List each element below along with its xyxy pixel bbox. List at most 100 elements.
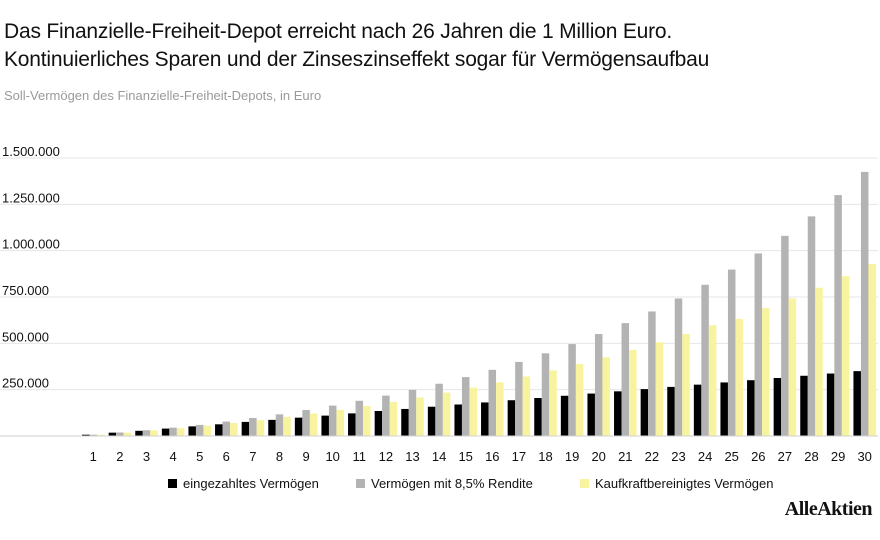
x-tick-label: 22 (645, 449, 659, 464)
bar-eingezahlt (747, 380, 755, 436)
bar-kaufkraft (283, 416, 291, 436)
bar-kaufkraft (868, 264, 876, 436)
bar-rendite (648, 311, 656, 436)
bar-rendite (488, 369, 497, 436)
x-tick-label: 1 (90, 449, 97, 464)
bar-rendite (860, 171, 869, 436)
bar-rendite (408, 389, 417, 436)
bar-eingezahlt (800, 375, 808, 436)
bar-kaufkraft (256, 420, 265, 436)
bar-eingezahlt (294, 417, 303, 436)
bar-rendite (621, 323, 630, 436)
bar-kaufkraft (123, 432, 132, 436)
bar-rendite (382, 395, 390, 436)
y-tick-label: 500.000 (2, 329, 49, 344)
bar-kaufkraft (469, 387, 477, 436)
bar-eingezahlt (507, 400, 516, 436)
x-tick-label: 4 (169, 449, 176, 464)
bar-rendite (195, 424, 204, 436)
bar-rendite (249, 418, 257, 436)
bar-rendite (116, 432, 124, 436)
x-tick-label: 17 (512, 449, 526, 464)
x-tick-label: 11 (353, 449, 367, 464)
bar-rendite (169, 427, 177, 436)
x-tick-label: 6 (223, 449, 230, 464)
y-tick-label: 750.000 (2, 283, 49, 298)
x-tick-label: 10 (325, 449, 339, 464)
bar-kaufkraft (363, 405, 371, 436)
bar-rendite (461, 377, 470, 436)
legend-item-kaufkraft: Kaufkraftbereinigtes Vermögen (580, 476, 774, 491)
bar-rendite (594, 334, 603, 436)
y-tick-label: 250.000 (2, 376, 49, 391)
bar-eingezahlt (427, 406, 436, 436)
bar-eingezahlt (720, 382, 728, 436)
bar-kaufkraft (97, 434, 105, 436)
chart-subtitle: Soll-Vermögen des Finanzielle-Freiheit-D… (4, 88, 322, 103)
bar-rendite (727, 269, 736, 436)
x-tick-label: 30 (857, 449, 871, 464)
y-axis-ticks: 1.500.000 1.250.000 1.000.000 750.000 500.00… (2, 144, 60, 391)
bar-rendite (807, 216, 816, 436)
legend-label: Kaufkraftbereinigtes Vermögen (595, 476, 774, 491)
gridlines (0, 157, 878, 391)
x-tick-label: 23 (671, 449, 685, 464)
x-tick-label: 27 (778, 449, 792, 464)
bar-eingezahlt (401, 408, 409, 436)
legend-item-eingezahlt: eingezahltes Vermögen (168, 476, 319, 491)
x-tick-label: 19 (565, 449, 579, 464)
bar-rendite (435, 383, 443, 436)
bar-kaufkraft (655, 342, 664, 436)
x-tick-label: 28 (804, 449, 818, 464)
x-tick-label: 2 (116, 449, 123, 464)
bar-kaufkraft (708, 325, 717, 436)
bar-rendite (302, 410, 310, 436)
legend-label: eingezahltes Vermögen (183, 476, 319, 491)
bar-kaufkraft (815, 287, 823, 436)
bar-eingezahlt (82, 434, 90, 436)
bar-kaufkraft (682, 334, 690, 436)
bar-eingezahlt (587, 393, 595, 436)
bar-rendite (754, 253, 763, 436)
legend-label: Vermögen mit 8,5% Rendite (371, 476, 533, 491)
bar-eingezahlt (241, 421, 250, 436)
bar-eingezahlt (215, 424, 223, 436)
bar-kaufkraft (389, 401, 398, 436)
legend-swatch-black (168, 479, 177, 488)
bar-kaufkraft (549, 370, 557, 436)
x-tick-label: 8 (276, 449, 283, 464)
y-tick-label: 1.250.000 (2, 190, 60, 205)
x-tick-label: 12 (379, 449, 393, 464)
bar-kaufkraft (788, 298, 797, 436)
title-line-1: Das Finanzielle-Freiheit-Depot erreicht … (4, 20, 673, 43)
bar-eingezahlt (268, 419, 276, 436)
bar-eingezahlt (614, 391, 622, 436)
bar-rendite (355, 400, 364, 436)
x-tick-label: 14 (432, 449, 446, 464)
x-tick-label: 15 (458, 449, 472, 464)
bar-kaufkraft (841, 276, 850, 436)
bar-eingezahlt (534, 398, 542, 436)
bar-rendite (568, 344, 576, 436)
legend-swatch-gray (356, 479, 365, 488)
bar-rendite (142, 430, 151, 436)
y-tick-label: 1.500.000 (2, 144, 60, 159)
legend-item-rendite: Vermögen mit 8,5% Rendite (356, 476, 533, 491)
legend-swatch-yellow (580, 479, 589, 488)
bar-eingezahlt (640, 389, 649, 436)
bar-eingezahlt (853, 371, 861, 436)
bar-kaufkraft (575, 364, 584, 436)
bar-eingezahlt (693, 384, 702, 436)
bar-eingezahlt (374, 410, 383, 436)
chart-title: Das Finanzielle-Freiheit-Depot erreicht … (4, 18, 876, 74)
bar-rendite (701, 284, 709, 436)
bar-eingezahlt (161, 428, 170, 436)
brand-logo: AlleAktien (784, 498, 873, 520)
bar-kaufkraft (150, 430, 158, 436)
bar-eingezahlt (667, 386, 675, 436)
bar-kaufkraft (522, 376, 531, 436)
bar-rendite (328, 405, 337, 436)
x-tick-label: 9 (302, 449, 309, 464)
x-tick-label: 26 (751, 449, 765, 464)
bar-eingezahlt (481, 402, 489, 436)
